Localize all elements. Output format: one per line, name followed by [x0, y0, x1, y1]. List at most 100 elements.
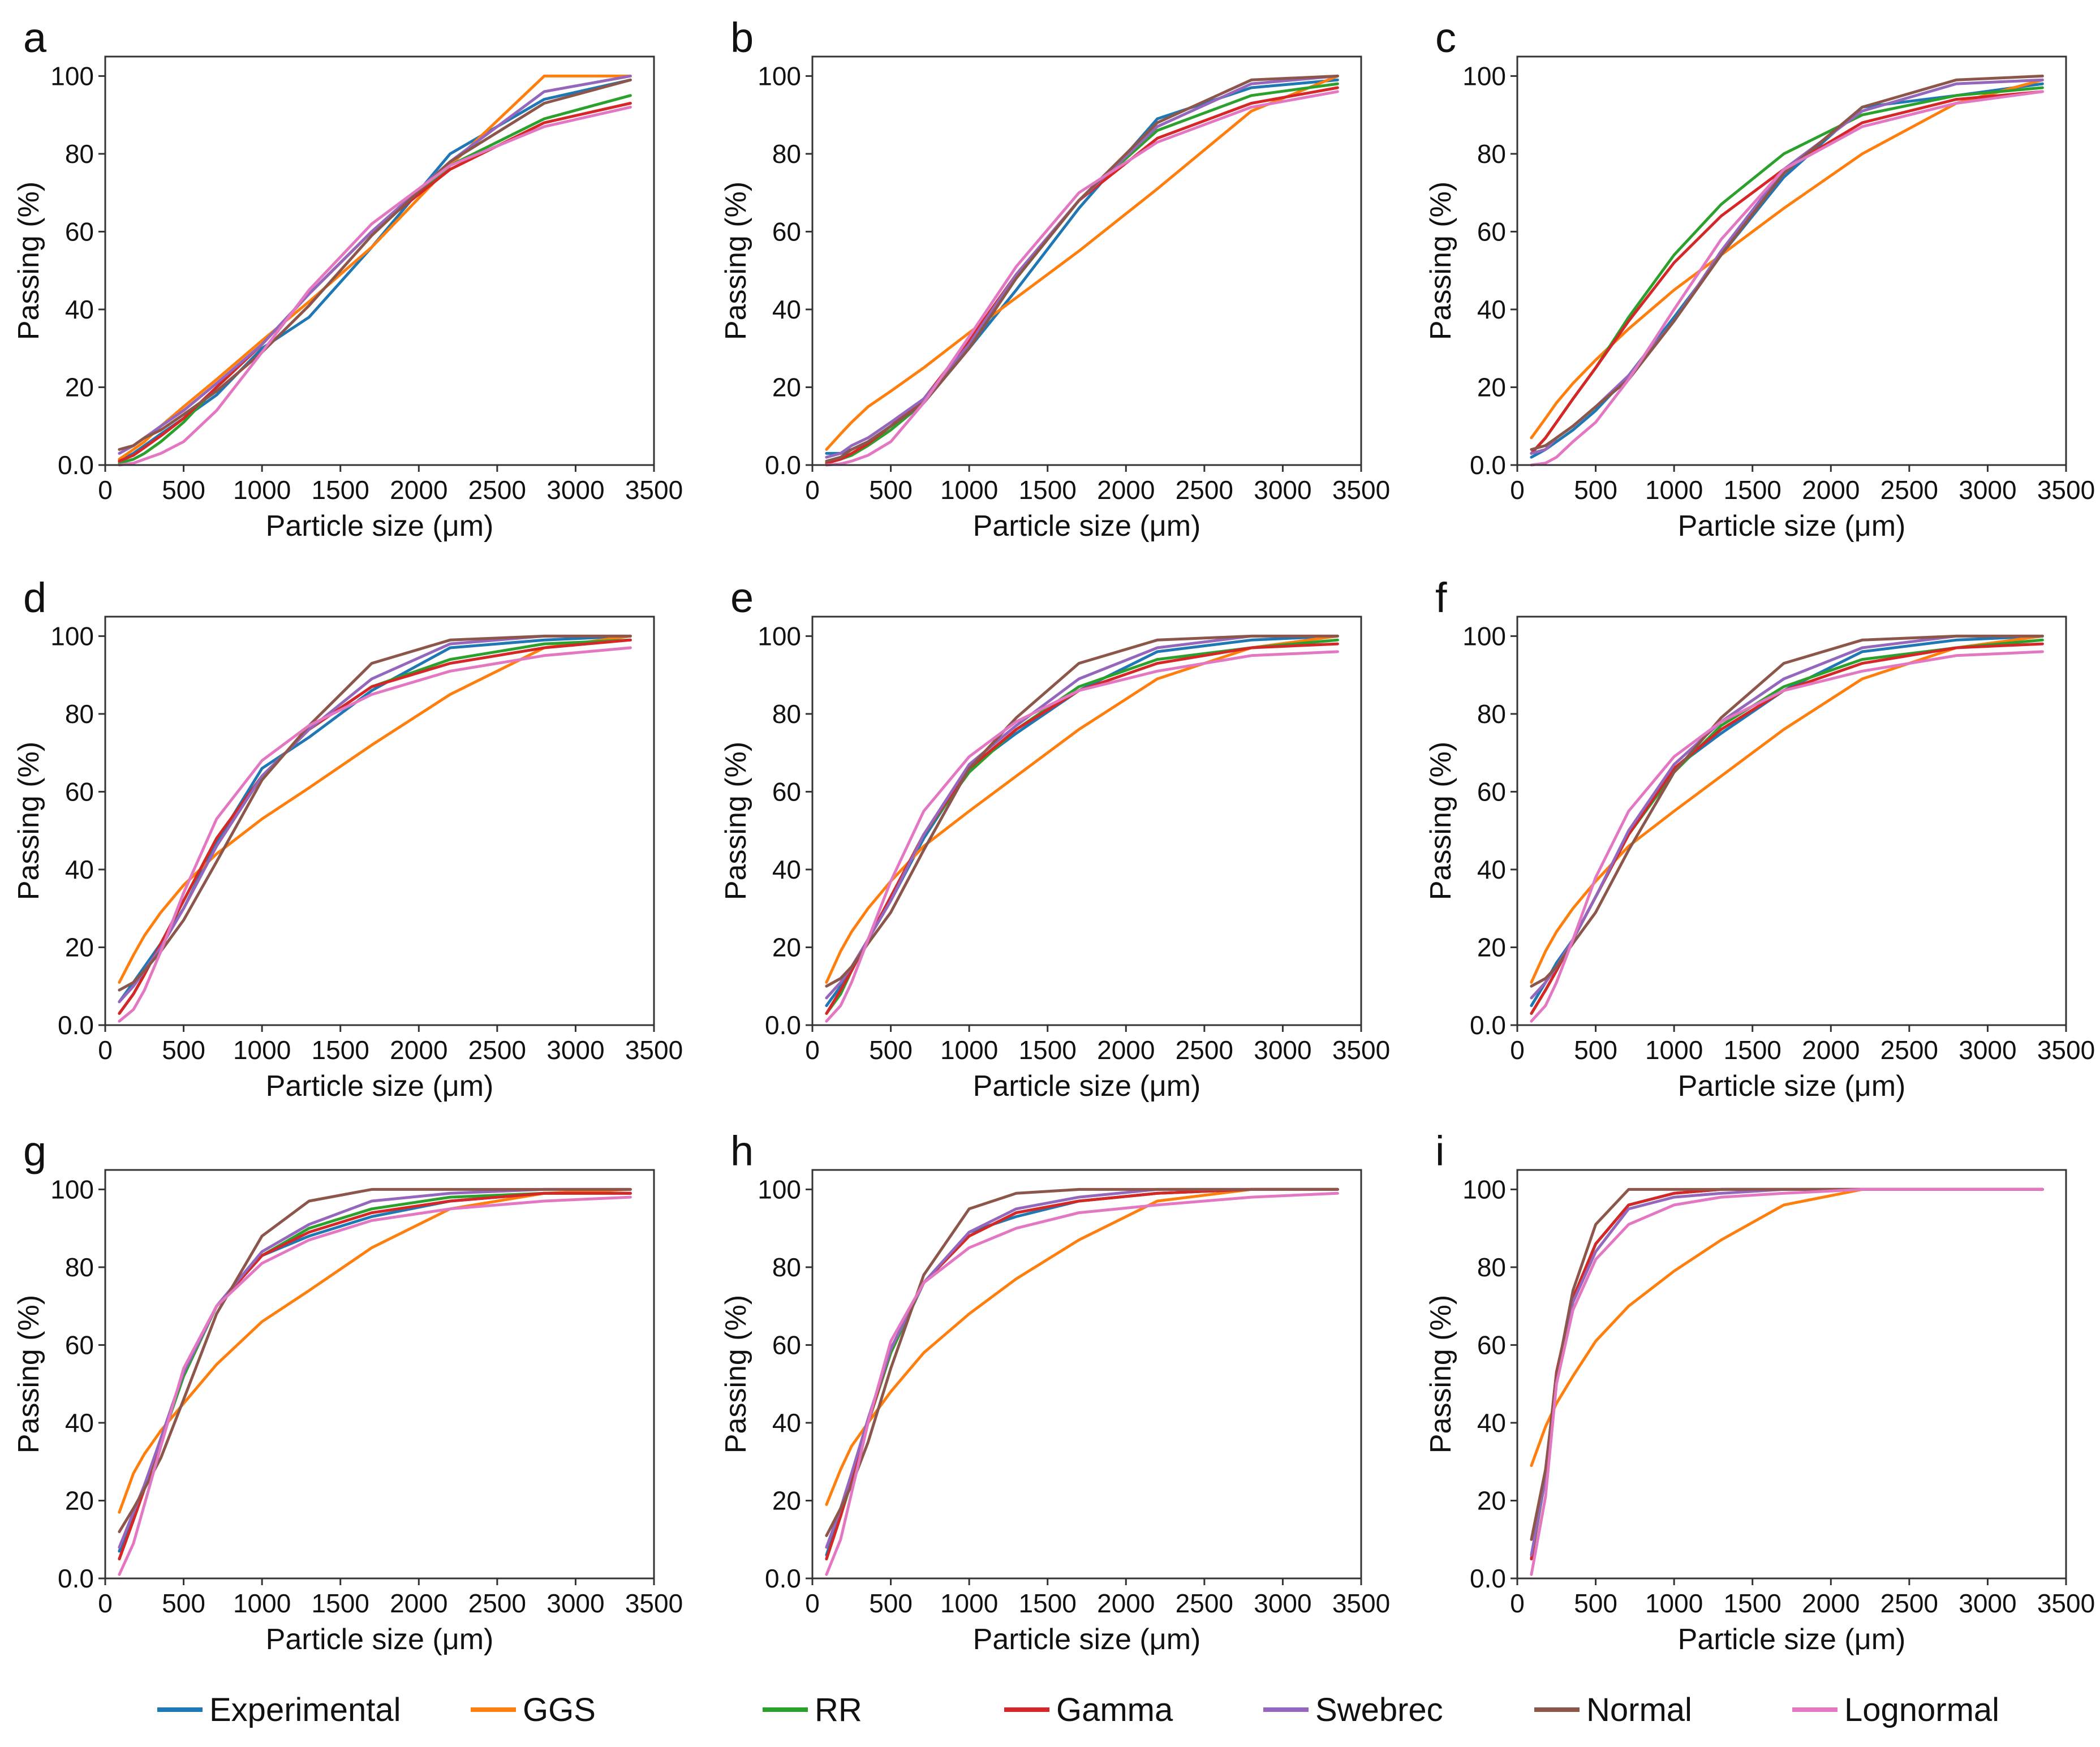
legend: Experimental GGS RR Gamma Swebrec Normal Logno…	[157, 1692, 1999, 1728]
y-tick-label: 100	[50, 1174, 94, 1204]
y-tick-label: 60	[1477, 217, 1506, 246]
x-tick-label: 1500	[312, 1589, 369, 1618]
panel-label: f	[1435, 574, 1447, 621]
y-tick-label: 100	[1462, 621, 1506, 651]
y-tick-label: 60	[1477, 1330, 1506, 1359]
x-tick-label: 3500	[2037, 1589, 2095, 1618]
x-tick-label: 500	[162, 475, 205, 505]
y-tick-label: 100	[1462, 1174, 1506, 1204]
x-tick-label: 1500	[312, 475, 369, 505]
y-tick-label: 40	[772, 855, 801, 884]
x-tick-label: 500	[1574, 1035, 1617, 1065]
y-tick-label: 80	[1477, 1253, 1506, 1282]
y-tick-label: 80	[1477, 699, 1506, 729]
x-tick-label: 0	[98, 475, 113, 505]
x-tick-label: 1000	[233, 1589, 291, 1618]
x-tick-label: 1500	[1019, 1035, 1077, 1065]
x-tick-label: 0	[1510, 1589, 1525, 1618]
x-tick-label: 0	[1510, 475, 1525, 505]
x-tick-label: 3000	[546, 1035, 604, 1065]
series-line-lognormal	[1530, 90, 2044, 467]
y-axis-title: Passing (%)	[720, 742, 752, 900]
x-axis-title: Particle size (μm)	[266, 510, 494, 543]
x-tick-label: 1000	[1645, 1589, 1703, 1618]
plot-frame	[811, 55, 1362, 466]
y-tick-label: 0.0	[58, 1010, 94, 1040]
x-tick-label: 3000	[1254, 1035, 1311, 1065]
y-tick-label: 0.0	[765, 450, 801, 480]
legend-label: Lognormal	[1844, 1692, 1999, 1728]
x-tick-label: 2000	[390, 475, 447, 505]
x-tick-label: 1000	[233, 475, 291, 505]
x-tick-label: 500	[869, 1589, 913, 1618]
y-tick-label: 80	[65, 139, 94, 169]
y-axis-title: Passing (%)	[12, 742, 45, 900]
x-tick-label: 2000	[390, 1589, 447, 1618]
y-tick-label: 80	[65, 1253, 94, 1282]
x-axis-title: Particle size (μm)	[973, 1623, 1201, 1656]
legend-label: GGS	[523, 1692, 596, 1728]
series-line-ggs	[825, 74, 1339, 451]
legend-label: Gamma	[1056, 1692, 1173, 1728]
x-axis-title: Particle size (μm)	[1678, 1070, 1906, 1103]
legend-item-lognormal: Lognormal	[1792, 1692, 1999, 1728]
plot-frame	[811, 616, 1362, 1026]
y-tick-label: 40	[772, 1408, 801, 1438]
x-tick-label: 1000	[940, 1035, 998, 1065]
panel-label: h	[730, 1128, 754, 1174]
y-tick-label: 60	[772, 217, 801, 246]
y-tick-label: 80	[772, 139, 801, 169]
x-tick-label: 1000	[940, 475, 998, 505]
y-tick-label: 20	[1477, 372, 1506, 402]
y-axis-title: Passing (%)	[720, 182, 752, 340]
x-tick-label: 3000	[1959, 1589, 2016, 1618]
series-line-lognormal	[825, 650, 1339, 1023]
y-tick-label: 20	[65, 1486, 94, 1515]
legend-item-normal: Normal	[1534, 1692, 1692, 1728]
x-tick-label: 500	[1574, 1589, 1617, 1618]
legend-item-gamma: Gamma	[1004, 1692, 1173, 1728]
series-line-normal	[825, 634, 1339, 988]
x-tick-label: 3500	[625, 1035, 683, 1065]
series-line-normal	[1530, 74, 2044, 451]
x-axis-title: Particle size (μm)	[1678, 1623, 1906, 1656]
y-axis-title: Passing (%)	[12, 1295, 45, 1453]
y-tick-label: 0.0	[765, 1564, 801, 1593]
series-line-lognormal	[118, 1195, 632, 1576]
y-tick-label: 100	[758, 61, 801, 91]
x-tick-label: 3500	[625, 475, 683, 505]
x-tick-label: 2500	[1176, 475, 1233, 505]
series-line-ggs	[1530, 78, 2044, 440]
panel-b: b 0 500 1000 1500 2000 2500 3000 3500 0.0 20 40 60 80…	[720, 14, 1390, 543]
y-tick-label: 60	[65, 777, 94, 806]
y-axis-title: Passing (%)	[1425, 1295, 1457, 1453]
legend-item-experimental: Experimental	[157, 1692, 401, 1728]
y-tick-label: 20	[1477, 932, 1506, 962]
y-tick-label: 100	[50, 621, 94, 651]
x-axis-title: Particle size (μm)	[266, 1623, 494, 1656]
x-tick-label: 3500	[625, 1589, 683, 1618]
series-line-normal	[118, 1187, 632, 1533]
plot-frame	[104, 1169, 655, 1580]
series-line-lognormal	[118, 105, 632, 467]
legend-item-rr: RR	[763, 1692, 862, 1728]
x-tick-label: 1500	[1724, 1589, 1781, 1618]
x-tick-label: 1000	[940, 1589, 998, 1618]
x-tick-label: 0	[805, 1035, 820, 1065]
x-tick-label: 2500	[1880, 475, 1938, 505]
series-line-lognormal	[825, 90, 1339, 467]
x-tick-label: 500	[869, 1035, 913, 1065]
x-tick-label: 500	[1574, 475, 1617, 505]
x-tick-label: 2000	[1097, 1589, 1155, 1618]
panel-label: g	[23, 1128, 46, 1174]
y-tick-label: 80	[1477, 139, 1506, 169]
x-tick-label: 3000	[1959, 1035, 2016, 1065]
y-tick-label: 20	[772, 372, 801, 402]
y-axis-title: Passing (%)	[12, 182, 45, 340]
x-tick-label: 3000	[546, 1589, 604, 1618]
series-line-ggs	[118, 634, 632, 984]
x-tick-label: 2500	[1880, 1589, 1938, 1618]
x-tick-label: 0	[1510, 1035, 1525, 1065]
x-tick-label: 2500	[468, 1589, 526, 1618]
